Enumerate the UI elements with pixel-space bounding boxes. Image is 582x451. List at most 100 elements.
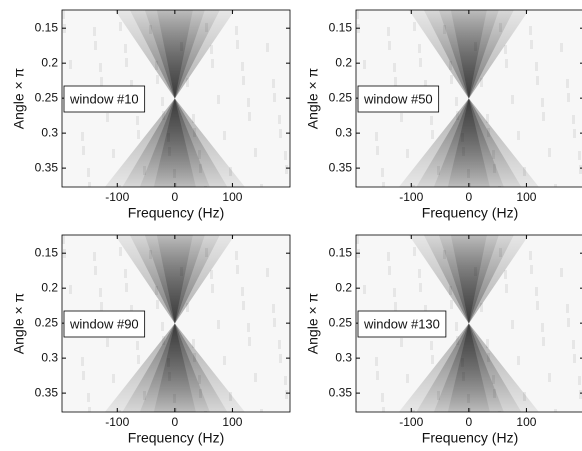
- texture: [430, 341, 433, 350]
- texture: [356, 235, 359, 244]
- texture: [186, 303, 189, 312]
- y-tick-label: 0.25: [35, 90, 59, 104]
- texture: [567, 318, 570, 327]
- texture: [536, 76, 539, 85]
- annotation-text: window #130: [363, 316, 440, 331]
- texture: [480, 303, 483, 312]
- texture: [511, 95, 514, 104]
- texture: [388, 266, 391, 275]
- texture: [382, 407, 385, 412]
- texture: [560, 268, 563, 277]
- texture: [393, 288, 396, 297]
- texture: [87, 168, 90, 177]
- y-tick-label: 0.35: [35, 160, 59, 174]
- texture: [381, 393, 384, 402]
- texture: [62, 235, 65, 244]
- subplot: -100 0 100 0.15 0.2 0.25 0.3 0.35 Frequency (Hz)…: [305, 234, 582, 446]
- texture: [279, 354, 282, 363]
- texture: [572, 115, 575, 124]
- texture: [450, 300, 453, 309]
- texture: [394, 77, 397, 86]
- texture: [235, 251, 238, 260]
- texture: [285, 165, 288, 174]
- cone-upper: [450, 235, 487, 324]
- texture: [69, 60, 72, 69]
- texture: [554, 184, 557, 187]
- x-tick-label: 100: [516, 190, 536, 204]
- texture: [119, 247, 122, 256]
- texture: [99, 288, 102, 297]
- texture: [266, 268, 269, 277]
- texture: [254, 148, 257, 157]
- texture: [393, 63, 396, 72]
- texture: [192, 339, 195, 348]
- texture: [504, 45, 507, 54]
- texture: [124, 269, 127, 278]
- texture: [560, 43, 563, 52]
- texture: [112, 374, 115, 383]
- annotation-text: window #10: [69, 91, 139, 106]
- texture: [375, 357, 378, 366]
- texture: [486, 114, 489, 123]
- texture: [382, 182, 385, 187]
- texture: [279, 129, 282, 138]
- texture: [125, 58, 128, 67]
- texture: [100, 77, 103, 86]
- y-tick-label: 0.15: [35, 20, 59, 34]
- texture: [94, 266, 97, 275]
- y-tick-label: 0.25: [329, 315, 353, 329]
- annotation: window #10: [63, 85, 146, 113]
- y-axis-label: Angle × π: [305, 292, 321, 354]
- texture: [375, 132, 378, 141]
- texture: [82, 371, 85, 380]
- texture: [217, 95, 220, 104]
- texture: [223, 356, 226, 365]
- texture: [535, 62, 538, 71]
- cone-lower: [153, 323, 196, 412]
- texture: [541, 323, 544, 332]
- texture: [241, 62, 244, 71]
- texture: [99, 63, 102, 72]
- texture: [413, 22, 416, 31]
- texture: [431, 355, 434, 364]
- texture: [566, 79, 569, 88]
- y-tick-label: 0.2: [41, 280, 58, 294]
- texture: [124, 44, 127, 53]
- texture: [260, 409, 263, 412]
- texture: [406, 149, 409, 158]
- heatmap-image: [356, 235, 582, 412]
- texture: [400, 338, 403, 347]
- x-tick-label: -100: [399, 415, 423, 429]
- texture: [100, 302, 103, 311]
- texture: [504, 270, 507, 279]
- annotation-box: [63, 310, 146, 338]
- texture: [106, 338, 109, 347]
- texture: [554, 409, 557, 412]
- texture: [186, 78, 189, 87]
- texture: [136, 116, 139, 125]
- x-tick-label: 100: [222, 415, 242, 429]
- y-tick-label: 0.35: [35, 385, 59, 399]
- texture: [363, 60, 366, 69]
- texture: [217, 320, 220, 329]
- texture: [81, 132, 84, 141]
- texture: [278, 340, 281, 349]
- texture: [247, 98, 250, 107]
- texture: [81, 357, 84, 366]
- texture: [211, 59, 214, 68]
- texture: [413, 247, 416, 256]
- y-tick-label: 0.2: [335, 280, 352, 294]
- texture: [161, 97, 164, 106]
- texture: [248, 112, 251, 121]
- texture: [530, 40, 533, 49]
- texture: [572, 340, 575, 349]
- texture: [424, 305, 427, 314]
- texture: [578, 151, 581, 160]
- texture: [69, 285, 72, 294]
- texture: [455, 322, 458, 331]
- texture: [62, 10, 65, 19]
- texture: [223, 131, 226, 140]
- y-tick-label: 0.15: [329, 20, 353, 34]
- texture: [535, 287, 538, 296]
- texture: [387, 27, 390, 36]
